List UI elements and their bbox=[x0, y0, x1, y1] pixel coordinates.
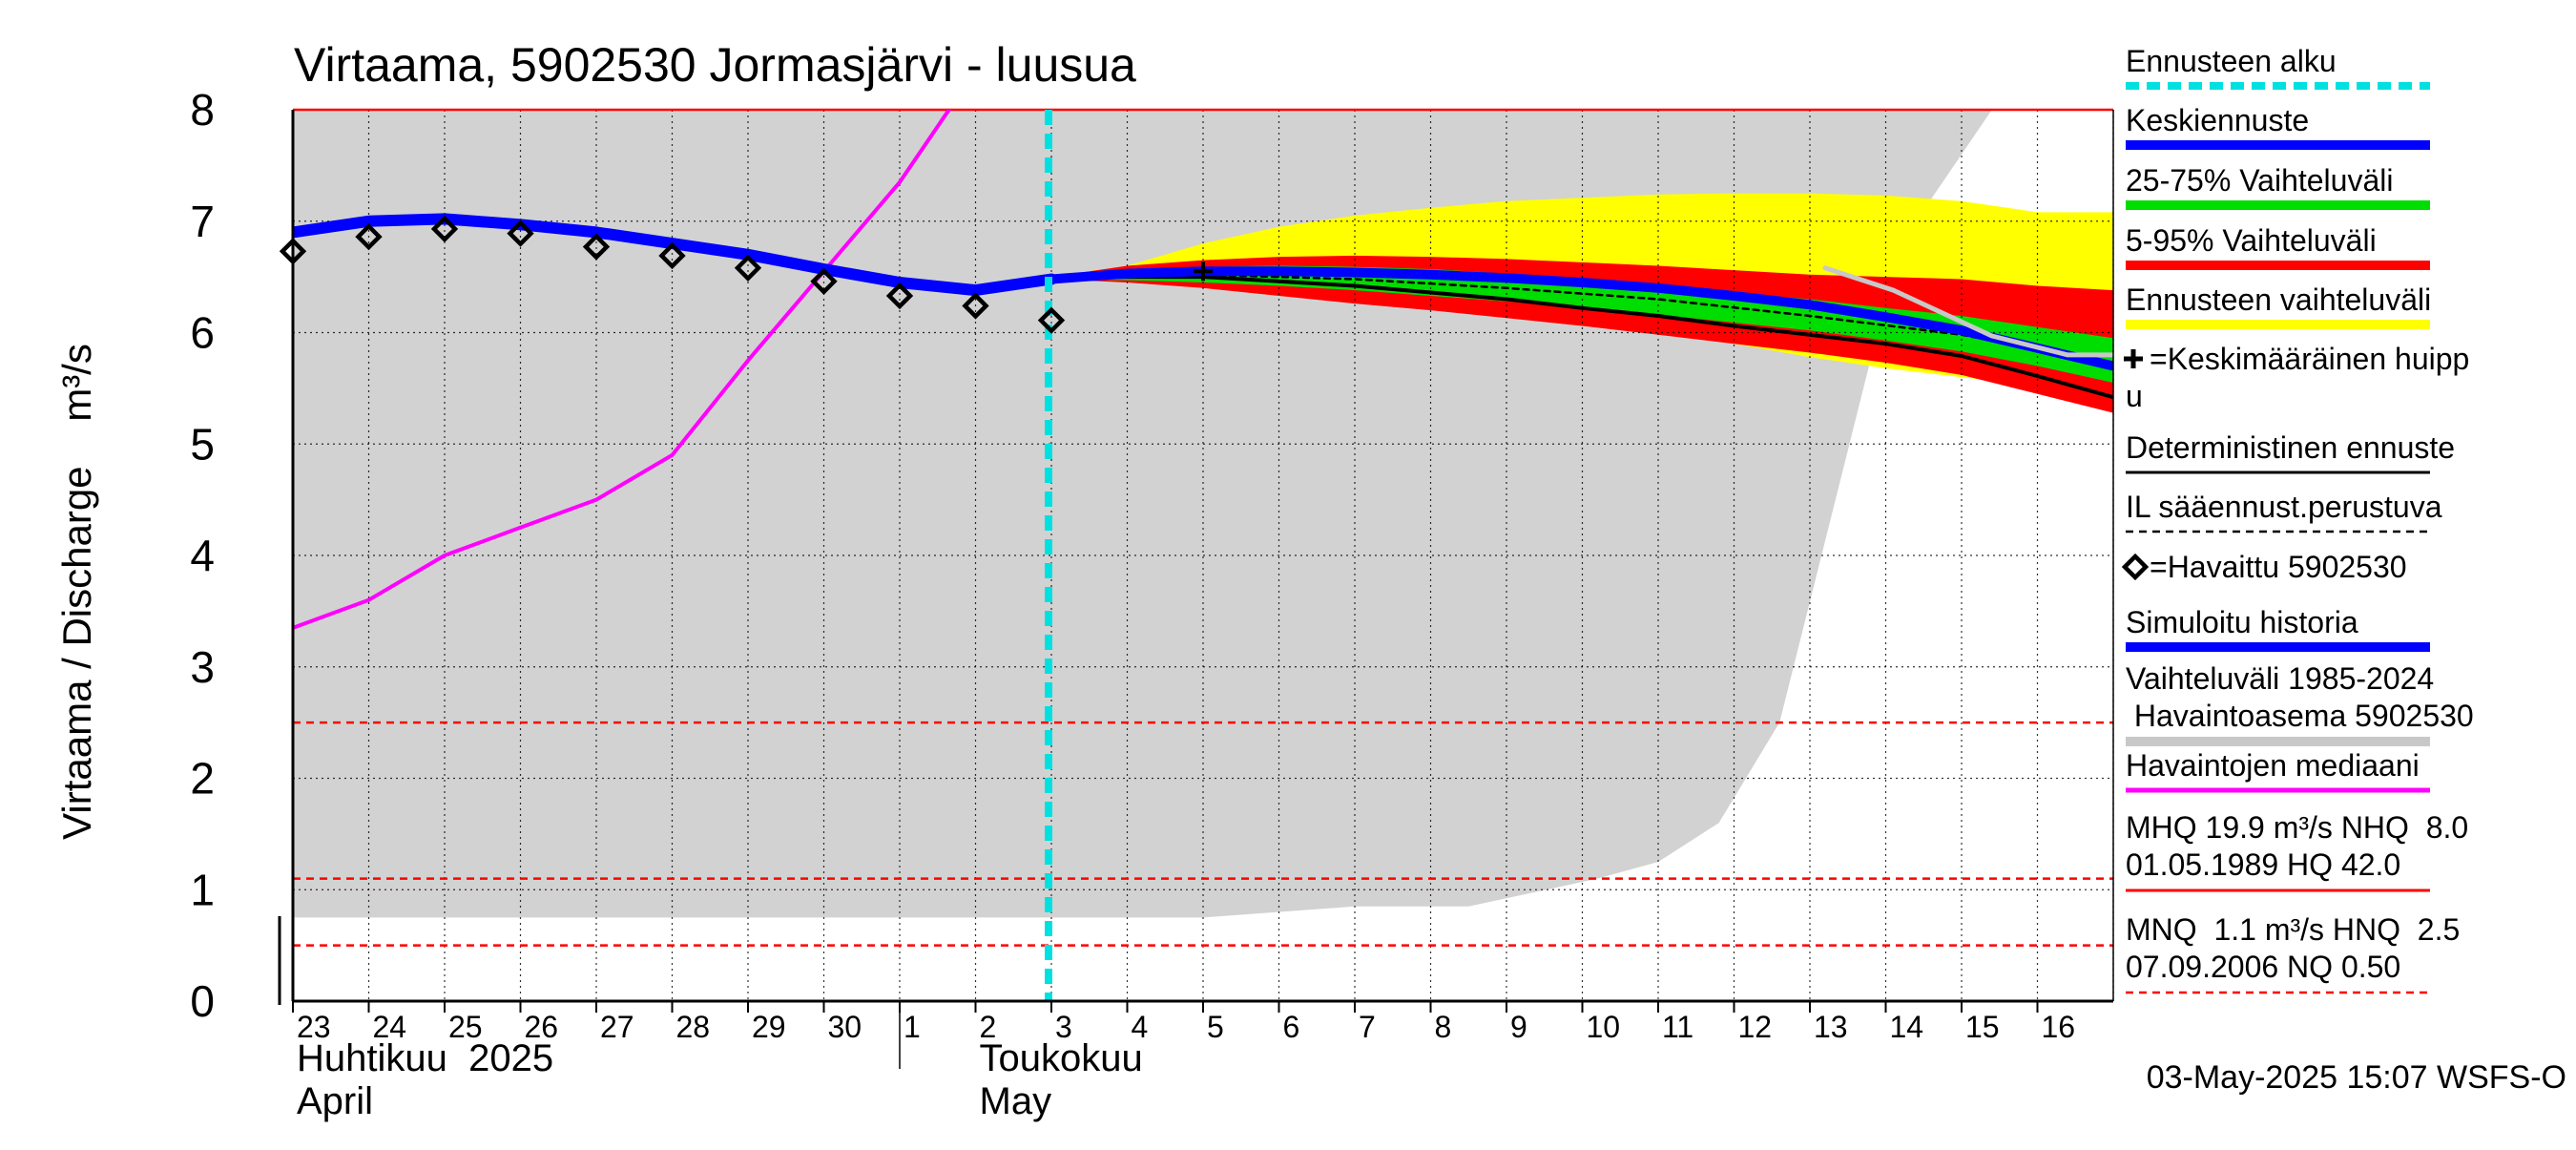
legend-label-5: =Keskimääräinen huipp bbox=[2150, 342, 2469, 376]
x-tick-label: 25 bbox=[448, 1010, 483, 1044]
y-tick-label: 7 bbox=[190, 197, 215, 246]
x-tick-label: 8 bbox=[1435, 1010, 1452, 1044]
observed-point bbox=[658, 241, 686, 270]
observed-point bbox=[430, 215, 459, 243]
legend-label-4: Ennusteen vaihteluväli bbox=[2126, 282, 2431, 317]
x-tick-label: 13 bbox=[1814, 1010, 1848, 1044]
x-tick-label: 14 bbox=[1890, 1010, 1924, 1044]
x-tick-label: 16 bbox=[2042, 1010, 2076, 1044]
month-label-en: April bbox=[297, 1080, 373, 1122]
legend-label-10: Vaihteluväli 1985-2024 bbox=[2126, 661, 2434, 696]
legend-swatch-diamond bbox=[2121, 553, 2150, 581]
month-label-fi: Huhtikuu 2025 bbox=[297, 1037, 553, 1079]
x-tick-label: 28 bbox=[676, 1010, 711, 1044]
line-vaihteluvali-1985-2024 bbox=[1822, 265, 2113, 358]
x-tick-label: 26 bbox=[525, 1010, 559, 1044]
legend-label-6: Deterministinen ennuste bbox=[2126, 430, 2455, 465]
legend-label-3: 5-95% Vaihteluväli bbox=[2126, 223, 2377, 258]
x-tick-label: 2 bbox=[980, 1010, 997, 1044]
x-tick-label: 3 bbox=[1055, 1010, 1072, 1044]
x-tick-label: 24 bbox=[373, 1010, 407, 1044]
observed-point bbox=[507, 220, 534, 247]
observed-point bbox=[582, 233, 611, 261]
legend-label-8: =Havaittu 5902530 bbox=[2150, 550, 2407, 584]
mean-peak-marker bbox=[1194, 261, 1213, 282]
x-tick-label: 9 bbox=[1510, 1010, 1527, 1044]
line-deterministinen-ennuste bbox=[1049, 275, 2113, 400]
observed-point bbox=[734, 254, 762, 282]
legend-label-2-5: u bbox=[2126, 379, 2143, 413]
observed-point bbox=[885, 282, 914, 310]
legend-label-1: Keskiennuste bbox=[2126, 103, 2309, 137]
x-tick-label: 10 bbox=[1587, 1010, 1621, 1044]
timestamp: 03-May-2025 15:07 WSFS-O bbox=[2147, 1059, 2566, 1096]
legend-swatch-cross bbox=[2124, 349, 2143, 368]
legend-label-2-12: 01.05.1989 HQ 42.0 bbox=[2126, 847, 2400, 882]
observed-point bbox=[962, 292, 989, 320]
chart-title: Virtaama, 5902530 Jormasjärvi - luusua bbox=[294, 38, 1136, 92]
y-tick-label: 6 bbox=[190, 308, 215, 358]
y-axis-label: Virtaama / Discharge m³/s bbox=[54, 344, 99, 840]
x-tick-label: 7 bbox=[1359, 1010, 1376, 1044]
x-tick-label: 11 bbox=[1662, 1010, 1693, 1044]
month-label-fi: Toukokuu bbox=[980, 1037, 1143, 1079]
line-keskiennuste bbox=[1047, 266, 2113, 371]
line-havaintojen-mediaani bbox=[293, 110, 951, 630]
y-tick-label: 1 bbox=[190, 865, 215, 914]
y-tick-label: 3 bbox=[190, 642, 215, 692]
legend-label-11: Havaintojen mediaani bbox=[2126, 748, 2420, 783]
legend-label-7: IL sääennust.perustuva bbox=[2126, 490, 2442, 524]
band-5-95-vaihteluvali bbox=[1051, 255, 2113, 413]
x-tick-label: 5 bbox=[1207, 1010, 1224, 1044]
month-label-en: May bbox=[980, 1080, 1052, 1122]
x-tick-label: 30 bbox=[828, 1010, 862, 1044]
y-tick-label: 5 bbox=[190, 419, 215, 469]
legend-label-12: MHQ 19.9 m³/s NHQ 8.0 bbox=[2126, 810, 2468, 845]
y-tick-label: 4 bbox=[190, 531, 215, 580]
legend-label-0: Ennusteen alku bbox=[2126, 44, 2337, 78]
observed-point bbox=[810, 267, 838, 295]
x-tick-label: 15 bbox=[1965, 1010, 2000, 1044]
legend-label-13: MNQ 1.1 m³/s HNQ 2.5 bbox=[2126, 912, 2460, 947]
x-tick-label: 23 bbox=[297, 1010, 331, 1044]
line-il-saaennust-perustuva bbox=[1049, 273, 2113, 366]
legend-label-2: 25-75% Vaihteluväli bbox=[2126, 163, 2393, 198]
y-tick-label: 2 bbox=[190, 754, 215, 804]
x-tick-label: 4 bbox=[1132, 1010, 1149, 1044]
x-tick-label: 27 bbox=[600, 1010, 634, 1044]
y-tick-label: 8 bbox=[190, 85, 215, 135]
x-tick-label: 29 bbox=[752, 1010, 786, 1044]
observed-point bbox=[355, 222, 383, 251]
x-tick-label: 6 bbox=[1283, 1010, 1300, 1044]
legend-label-2-13: 07.09.2006 NQ 0.50 bbox=[2126, 950, 2400, 984]
legend-label-9: Simuloitu historia bbox=[2126, 605, 2358, 639]
y-tick-label: 0 bbox=[190, 976, 215, 1026]
observed-point bbox=[1037, 306, 1066, 334]
legend-label-2-10: Havaintoasema 5902530 bbox=[2126, 699, 2474, 733]
x-tick-label: 12 bbox=[1738, 1010, 1773, 1044]
x-tick-label: 1 bbox=[904, 1010, 921, 1044]
